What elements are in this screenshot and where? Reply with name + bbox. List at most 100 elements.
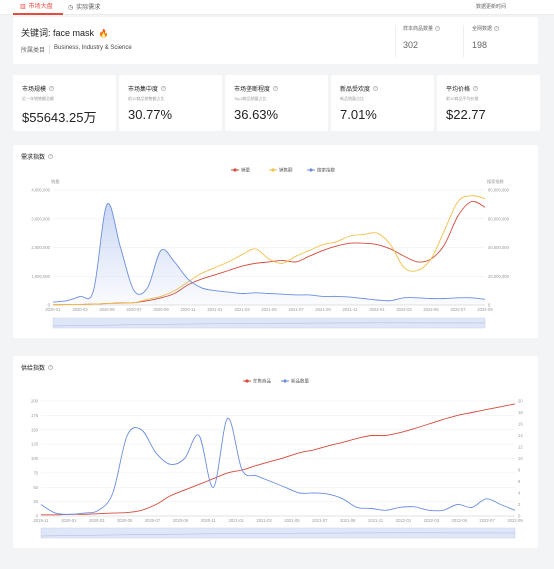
x-tick-label: 2022-05 (452, 518, 468, 523)
x-tick-label: 2020-05 (117, 518, 133, 523)
slider-preview (40, 532, 516, 537)
y-tick-label-left: 200 (31, 399, 39, 404)
keyword-value: face mask (53, 28, 95, 38)
x-tick-label: 2021-01 (228, 518, 244, 523)
y-tick-label-right: 6 (518, 479, 521, 484)
x-tick-label: 2021-11 (342, 307, 358, 312)
y-tick-label-left: 175 (31, 413, 39, 418)
divider (463, 25, 464, 57)
y-tick-label-left: 150 (31, 427, 39, 432)
help-icon[interactable]: ? (373, 86, 379, 91)
y-tick-label-left: 50 (33, 485, 38, 490)
divider (395, 25, 396, 57)
help-icon[interactable]: ? (435, 26, 441, 31)
x-tick-label: 2020-03 (72, 307, 88, 312)
x-tick-label: 2020-01 (61, 518, 77, 523)
category-value: Business, Industry & Science (49, 45, 132, 54)
metric-card-monopoly: 市场垄断程度? Top3商品销量占比 36.63% (225, 75, 328, 131)
clock-icon: ◷ (68, 5, 74, 11)
supply-chart-card: 供给指数? 0 25 50 75 100 125 150 175 200 0 2 4 6 8 10 12 14 1… (13, 356, 538, 548)
legend: 销量 销售额 搜索指数 (231, 167, 335, 174)
help-icon[interactable]: ? (494, 26, 500, 31)
metric-card-market-size: 市场规模? 近一年销售额总额 $55643.25万 (13, 75, 116, 131)
legend-label[interactable]: 搜索指数 (317, 167, 335, 174)
y-tick-label-left: 0 (48, 303, 51, 308)
x-tick-label: 2020-03 (89, 518, 105, 523)
y-tick-label-right: 20,000,000 (488, 274, 510, 279)
y-tick-label-right: 18 (518, 410, 523, 415)
y-tick-label-right: 14 (518, 433, 523, 438)
legend-label[interactable]: 在售商品 (253, 378, 271, 385)
x-tick-label: 2020-11 (180, 307, 196, 312)
help-icon[interactable]: ? (48, 365, 54, 370)
demand-chart[interactable]: 01,000,0002,000,0003,000,0004,000,000020… (13, 145, 538, 338)
right-axis-caption: 搜索指数 (487, 178, 505, 185)
y-tick-label-right: 20 (518, 399, 523, 404)
legend-label[interactable]: 新品数量 (291, 378, 309, 385)
legend-marker (245, 379, 249, 383)
x-tick-label: 2021-09 (315, 307, 331, 312)
fire-icon: 🔥 (98, 29, 109, 38)
y-tick-label-left: 0 (36, 514, 39, 519)
x-tick-label: 2020-05 (99, 307, 115, 312)
legend-marker (233, 168, 237, 172)
help-icon[interactable]: ? (49, 86, 55, 91)
x-tick-label: 2020-11 (201, 518, 217, 523)
y-tick-label-right: 2 (518, 502, 521, 507)
help-icon[interactable]: ? (473, 86, 479, 91)
y-tick-label-left: 1,000,000 (31, 274, 50, 279)
y-tick-label-right: 4 (518, 491, 521, 496)
series-area (53, 203, 485, 305)
help-icon[interactable]: ? (161, 86, 167, 91)
y-tick-label-right: 12 (518, 445, 523, 450)
x-tick-label: 2021-07 (288, 307, 304, 312)
x-tick-label: 2021-03 (256, 518, 272, 523)
keyword-row: 关键词: face mask 🔥 (21, 28, 109, 38)
legend-label[interactable]: 销量 (241, 167, 250, 174)
slider-preview (52, 322, 486, 327)
x-tick-label: 2021-05 (284, 518, 300, 523)
metric-card-new-product: 新品受欢度? 新品销量占比 7.01% (331, 75, 434, 131)
tab-market-overview[interactable]: ▥ 市场大盘 (13, 1, 63, 15)
y-tick-label-right: 0 (518, 514, 521, 519)
left-axis-caption: 销量 (51, 178, 59, 185)
x-tick-label: 2021-09 (340, 518, 356, 523)
x-tick-label: 2022-09 (507, 518, 523, 523)
x-tick-label: 2020-09 (173, 518, 189, 523)
x-tick-label: 2020-01 (45, 307, 61, 312)
x-tick-label: 2022-03 (396, 307, 412, 312)
y-tick-label-right: 16 (518, 422, 523, 427)
tab-actual-demand[interactable]: ◷ 实际需求 (68, 1, 100, 15)
supply-chart[interactable]: 0255075100125150175200024681012141618202… (13, 356, 538, 548)
legend-marker (309, 168, 313, 172)
x-tick-label: 2021-11 (368, 518, 384, 523)
demand-chart-card: 需求指数? 0 1,000,000 2,000,000 3,000,000 4,000,… (13, 145, 538, 338)
x-tick-label: 2019-11 (33, 518, 49, 523)
legend-marker (283, 379, 287, 383)
y-tick-label-right: 40,000,000 (488, 245, 510, 250)
y-tick-label-right: 80,000,000 (488, 188, 510, 193)
x-tick-label: 2020-07 (145, 518, 161, 523)
data-update-link[interactable]: 数据更新时间 (475, 4, 506, 10)
y-tick-label-left: 3,000,000 (31, 216, 50, 221)
help-icon[interactable]: ? (273, 86, 279, 91)
help-icon[interactable]: ? (48, 154, 54, 159)
x-tick-label: 2021-05 (261, 307, 277, 312)
y-tick-label-left: 100 (31, 456, 39, 461)
x-tick-label: 2022-03 (424, 518, 440, 523)
x-tick-label: 2022-05 (423, 307, 439, 312)
series-line[interactable] (40, 417, 516, 515)
x-tick-label: 2020-07 (126, 307, 142, 312)
legend-label[interactable]: 销售额 (279, 167, 293, 174)
metric-card-avg-price: 平均价格? 前10商品平均价格 $22.77 (437, 75, 540, 131)
x-tick-label: 2022-01 (369, 307, 385, 312)
x-tick-label: 2022-07 (450, 307, 466, 312)
category-row: 所属类目 Business, Industry & Science (21, 45, 132, 54)
y-tick-label-right: 0 (488, 303, 491, 308)
all-network-stat: 全网数据? 198 (472, 26, 500, 50)
series-line[interactable] (52, 203, 486, 303)
y-tick-label-left: 75 (33, 470, 38, 475)
y-tick-label-right: 8 (518, 468, 521, 473)
series-line[interactable] (40, 403, 516, 516)
keyword-card: 关键词: face mask 🔥 所属类目 Business, Industry… (13, 17, 538, 64)
